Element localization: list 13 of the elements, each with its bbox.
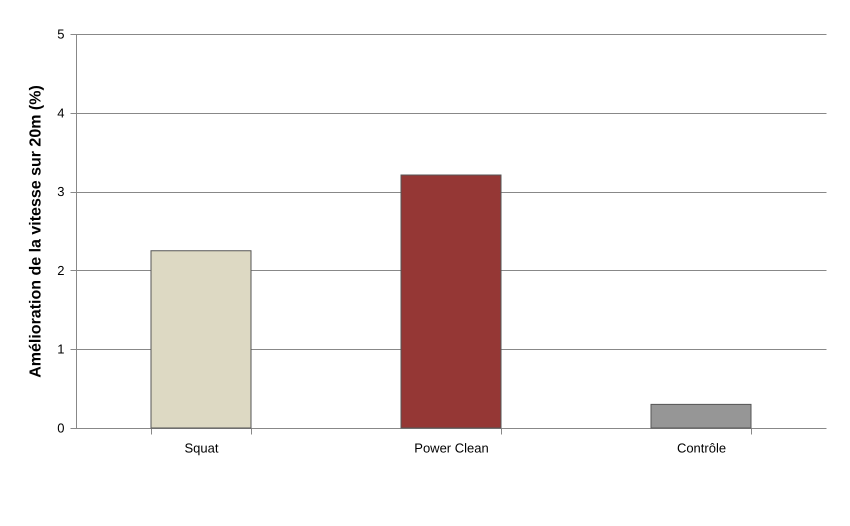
bar	[400, 174, 502, 428]
y-tick-label: 5	[57, 26, 64, 42]
y-axis-title: Amélioration de la vitesse sur 20m (%)	[27, 85, 44, 378]
y-tick-label: 0	[57, 420, 64, 436]
y-tick-label: 4	[57, 105, 64, 120]
y-tick-label: 2	[57, 262, 64, 278]
x-tick-label: Power Clean	[414, 440, 489, 456]
bar	[150, 250, 252, 428]
y-tick-label: 1	[57, 342, 64, 357]
x-tick-label: Contrôle	[676, 440, 726, 456]
x-tick-label: Squat	[184, 440, 219, 456]
y-tick-label: 3	[57, 184, 64, 200]
bar	[650, 404, 752, 428]
